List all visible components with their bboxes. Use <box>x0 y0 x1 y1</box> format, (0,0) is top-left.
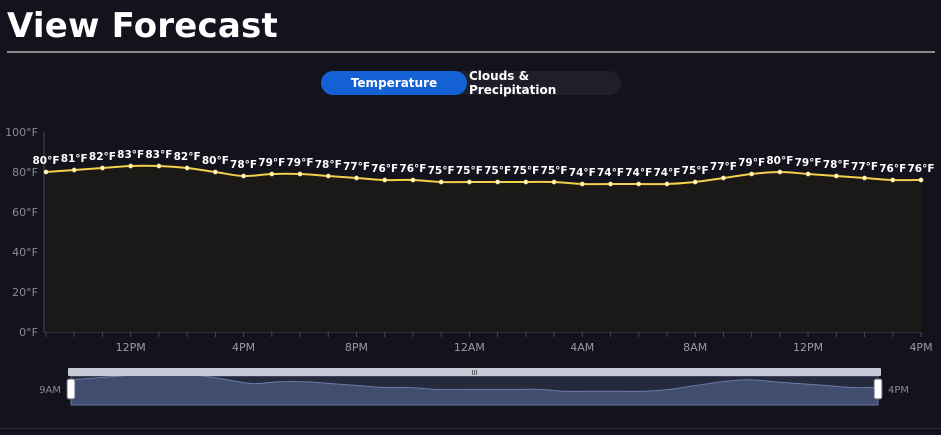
data-point[interactable] <box>466 179 472 185</box>
title-divider <box>7 51 935 53</box>
data-label: 77°F <box>710 161 737 173</box>
data-point[interactable] <box>410 177 416 183</box>
data-point[interactable] <box>438 179 444 185</box>
data-label: 82°F <box>89 151 116 163</box>
navigator-scrollbar[interactable] <box>68 368 881 376</box>
data-point[interactable] <box>890 177 896 183</box>
navigator-start-label: 9AM <box>39 385 61 396</box>
data-label: 79°F <box>287 157 314 169</box>
data-point[interactable] <box>297 171 303 177</box>
data-point[interactable] <box>269 171 275 177</box>
data-point[interactable] <box>862 175 867 181</box>
data-label: 75°F <box>428 165 455 177</box>
data-label: 76°F <box>879 163 906 175</box>
data-point[interactable] <box>43 169 49 175</box>
data-label: 75°F <box>456 165 483 177</box>
x-tick-label: 4PM <box>232 341 255 354</box>
y-tick-label: 80°F <box>12 166 38 179</box>
navigator-series <box>70 373 879 406</box>
data-point[interactable] <box>184 165 190 171</box>
tab-clouds-precipitation[interactable]: Clouds & Precipitation <box>469 69 557 97</box>
page-title: View Forecast <box>7 6 278 46</box>
data-label: 81°F <box>61 153 88 165</box>
data-point[interactable] <box>128 163 134 169</box>
data-label: 77°F <box>851 161 878 173</box>
navigator-left-handle[interactable] <box>66 378 76 400</box>
data-label: 75°F <box>512 165 539 177</box>
x-tick-label: 12PM <box>116 341 146 354</box>
data-label: 75°F <box>484 165 511 177</box>
x-tick-label: 4PM <box>909 341 932 354</box>
data-point[interactable] <box>664 181 670 187</box>
data-point[interactable] <box>833 173 839 179</box>
data-point[interactable] <box>692 179 698 185</box>
data-label: 82°F <box>174 151 201 163</box>
x-tick-label: 8PM <box>345 341 368 354</box>
y-tick-label: 40°F <box>12 246 38 259</box>
data-point[interactable] <box>608 181 613 187</box>
data-label: 78°F <box>823 159 850 171</box>
data-point[interactable] <box>495 179 501 185</box>
navigator-end-label: 4PM <box>888 385 909 396</box>
data-point[interactable] <box>382 177 388 183</box>
navigator-grip[interactable]: III <box>471 369 477 377</box>
data-label: 79°F <box>738 157 765 169</box>
range-navigator[interactable]: III 9AM 4PM <box>39 368 909 406</box>
data-label: 80°F <box>202 155 229 167</box>
data-label: 78°F <box>315 159 342 171</box>
data-point[interactable] <box>212 169 218 175</box>
data-label: 83°F <box>145 149 172 161</box>
data-point[interactable] <box>579 181 585 187</box>
data-point[interactable] <box>918 177 924 183</box>
y-tick-label: 60°F <box>12 206 38 219</box>
data-point[interactable] <box>777 169 783 175</box>
data-label: 77°F <box>343 161 370 173</box>
data-label: 74°F <box>653 167 680 179</box>
data-label: 80°F <box>766 155 793 167</box>
x-tick-label: 4AM <box>570 341 594 354</box>
data-point[interactable] <box>241 173 246 179</box>
data-label: 76°F <box>907 163 934 175</box>
data-label: 79°F <box>795 157 822 169</box>
navigator-right-handle[interactable] <box>873 378 883 400</box>
data-point[interactable] <box>636 181 642 187</box>
data-label: 76°F <box>399 163 426 175</box>
data-label: 78°F <box>230 159 257 171</box>
x-tick-label: 12AM <box>454 341 485 354</box>
data-point[interactable] <box>325 173 331 179</box>
data-label: 74°F <box>569 167 596 179</box>
tab-temperature[interactable]: Temperature <box>321 71 467 95</box>
data-point[interactable] <box>71 167 77 173</box>
data-point[interactable] <box>551 179 557 185</box>
data-point[interactable] <box>749 171 755 177</box>
data-point[interactable] <box>721 175 726 181</box>
y-tick-label: 20°F <box>12 286 38 299</box>
data-point[interactable] <box>805 171 811 177</box>
data-point[interactable] <box>156 163 162 169</box>
data-label: 76°F <box>371 163 398 175</box>
data-label: 75°F <box>541 165 568 177</box>
data-label: 83°F <box>117 149 144 161</box>
data-label: 74°F <box>625 167 652 179</box>
x-tick-label: 12PM <box>793 341 823 354</box>
data-label: 79°F <box>258 157 285 169</box>
data-point[interactable] <box>523 179 529 185</box>
data-point[interactable] <box>100 165 105 171</box>
y-tick-label: 0°F <box>19 326 38 339</box>
data-label: 75°F <box>682 165 709 177</box>
temperature-area <box>46 165 921 332</box>
y-tick-label: 100°F <box>5 126 38 139</box>
data-label: 80°F <box>32 155 59 167</box>
bottom-divider <box>0 428 941 429</box>
forecast-tabs: Temperature Clouds & Precipitation <box>321 69 621 97</box>
data-label: 74°F <box>597 167 624 179</box>
x-tick-label: 8AM <box>683 341 707 354</box>
data-point[interactable] <box>354 175 359 181</box>
